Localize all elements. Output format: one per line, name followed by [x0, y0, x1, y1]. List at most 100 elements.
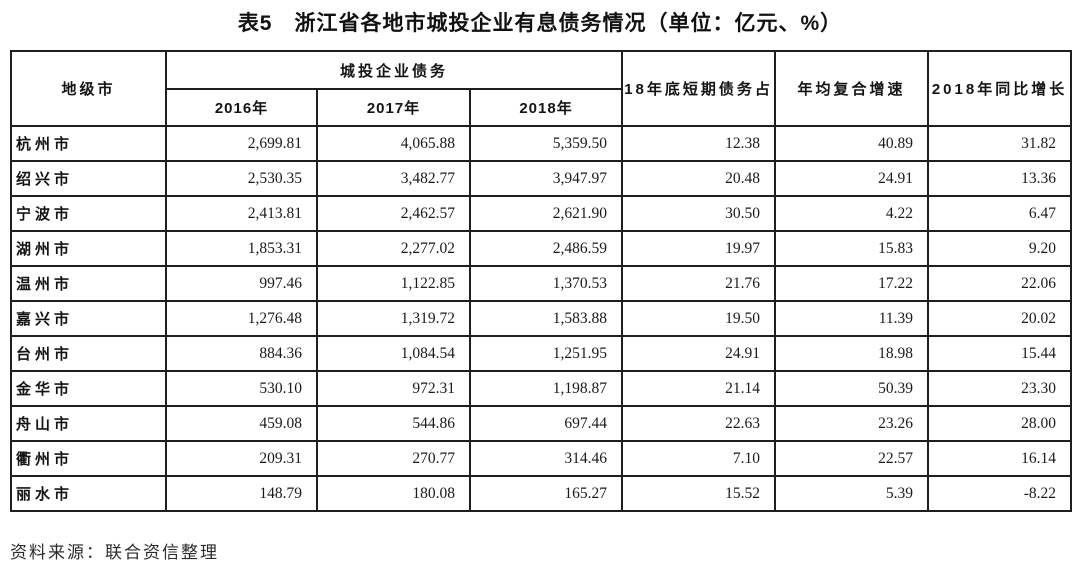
debt-2018-cell: 697.44 [468, 405, 624, 442]
short-term-share-cell: 19.97 [621, 230, 777, 267]
short-term-share-cell: 30.50 [621, 195, 777, 232]
debt-2018-cell: 2,486.59 [468, 230, 624, 267]
city-cell: 绍兴市 [10, 160, 167, 197]
yoy-growth-cell: 9.20 [927, 230, 1073, 267]
table-row: 湖州市 1,853.31 2,277.02 2,486.59 19.97 15.… [10, 230, 1073, 267]
city-cell: 宁波市 [10, 195, 167, 232]
col-header-2018: 2018年 [468, 88, 624, 127]
cagr-cell: 24.91 [774, 160, 930, 197]
debt-2017-cell: 1,122.85 [316, 265, 471, 302]
city-cell: 温州市 [10, 265, 167, 302]
city-cell: 舟山市 [10, 405, 167, 442]
source-note: 资料来源：联合资信整理 [10, 543, 219, 562]
cagr-cell: 15.83 [774, 230, 930, 267]
cagr-cell: 23.26 [774, 405, 930, 442]
short-term-share-cell: 24.91 [621, 335, 777, 372]
yoy-growth-cell: 31.82 [927, 125, 1073, 162]
col-header-cagr: 年均复合增速 [774, 50, 930, 127]
short-term-share-cell: 20.48 [621, 160, 777, 197]
table-title: 表5 浙江省各地市城投企业有息债务情况（单位：亿元、%） [237, 12, 843, 35]
city-cell: 湖州市 [10, 230, 167, 267]
debt-2016-cell: 148.79 [165, 475, 318, 512]
debt-2016-cell: 530.10 [165, 370, 318, 407]
debt-2018-cell: 3,947.97 [468, 160, 624, 197]
col-header-city: 地级市 [10, 50, 167, 127]
yoy-growth-cell: 16.14 [927, 440, 1073, 477]
yoy-growth-cell: 22.06 [927, 265, 1073, 302]
table-row: 温州市 997.46 1,122.85 1,370.53 21.76 17.22… [10, 265, 1073, 302]
short-term-share-cell: 7.10 [621, 440, 777, 477]
cagr-cell: 4.22 [774, 195, 930, 232]
table-row: 金华市 530.10 972.31 1,198.87 21.14 50.39 2… [10, 370, 1073, 407]
col-header-yoy: 2018年同比增长 [927, 50, 1073, 127]
yoy-growth-cell: 28.00 [927, 405, 1073, 442]
city-cell: 嘉兴市 [10, 300, 167, 337]
debt-2018-cell: 1,370.53 [468, 265, 624, 302]
debt-2016-cell: 1,853.31 [165, 230, 318, 267]
city-cell: 杭州市 [10, 125, 167, 162]
short-term-share-cell: 12.38 [621, 125, 777, 162]
debt-2018-cell: 2,621.90 [468, 195, 624, 232]
yoy-growth-cell: -8.22 [927, 475, 1073, 512]
short-term-share-cell: 21.14 [621, 370, 777, 407]
debt-2016-cell: 2,530.35 [165, 160, 318, 197]
table-row: 嘉兴市 1,276.48 1,319.72 1,583.88 19.50 11.… [10, 300, 1073, 337]
table-row: 衢州市 209.31 270.77 314.46 7.10 22.57 16.1… [10, 440, 1073, 477]
table-header: 地级市 城投企业债务 18年底短期债务占 年均复合增速 2018年同比增长 20… [10, 50, 1073, 127]
debt-2016-cell: 997.46 [165, 265, 318, 302]
cagr-cell: 40.89 [774, 125, 930, 162]
col-header-2017: 2017年 [316, 88, 471, 127]
cagr-cell: 11.39 [774, 300, 930, 337]
debt-2018-cell: 1,583.88 [468, 300, 624, 337]
short-term-share-cell: 19.50 [621, 300, 777, 337]
yoy-growth-cell: 15.44 [927, 335, 1073, 372]
cagr-cell: 22.57 [774, 440, 930, 477]
debt-2017-cell: 972.31 [316, 370, 471, 407]
cagr-cell: 18.98 [774, 335, 930, 372]
yoy-growth-cell: 23.30 [927, 370, 1073, 407]
short-term-share-cell: 15.52 [621, 475, 777, 512]
city-cell: 丽水市 [10, 475, 167, 512]
table-row: 绍兴市 2,530.35 3,482.77 3,947.97 20.48 24.… [10, 160, 1073, 197]
table-row: 舟山市 459.08 544.86 697.44 22.63 23.26 28.… [10, 405, 1073, 442]
table-row: 宁波市 2,413.81 2,462.57 2,621.90 30.50 4.2… [10, 195, 1073, 232]
debt-2018-cell: 1,198.87 [468, 370, 624, 407]
city-cell: 台州市 [10, 335, 167, 372]
short-term-share-cell: 21.76 [621, 265, 777, 302]
cagr-cell: 50.39 [774, 370, 930, 407]
debt-2017-cell: 1,319.72 [316, 300, 471, 337]
debt-2017-cell: 4,065.88 [316, 125, 471, 162]
col-header-short-term: 18年底短期债务占 [621, 50, 777, 127]
table-row: 台州市 884.36 1,084.54 1,251.95 24.91 18.98… [10, 335, 1073, 372]
debt-2017-cell: 270.77 [316, 440, 471, 477]
col-header-debt-group: 城投企业债务 [164, 50, 624, 90]
debt-2017-cell: 544.86 [316, 405, 471, 442]
debt-2016-cell: 459.08 [165, 405, 318, 442]
col-header-2016: 2016年 [165, 88, 318, 127]
debt-2018-cell: 1,251.95 [468, 335, 624, 372]
yoy-growth-cell: 6.47 [927, 195, 1073, 232]
debt-2018-cell: 5,359.50 [468, 125, 624, 162]
table-body: 杭州市 2,699.81 4,065.88 5,359.50 12.38 40.… [10, 125, 1073, 512]
city-cell: 衢州市 [10, 440, 167, 477]
debt-2017-cell: 180.08 [316, 475, 471, 512]
debt-2016-cell: 2,699.81 [165, 125, 318, 162]
cagr-cell: 5.39 [774, 475, 930, 512]
debt-2017-cell: 3,482.77 [316, 160, 471, 197]
debt-2018-cell: 314.46 [468, 440, 624, 477]
yoy-growth-cell: 13.36 [927, 160, 1073, 197]
debt-2016-cell: 209.31 [165, 440, 318, 477]
cagr-cell: 17.22 [774, 265, 930, 302]
debt-2017-cell: 1,084.54 [316, 335, 471, 372]
debt-table: 地级市 城投企业债务 18年底短期债务占 年均复合增速 2018年同比增长 20… [10, 50, 1073, 512]
short-term-share-cell: 22.63 [621, 405, 777, 442]
city-cell: 金华市 [10, 370, 167, 407]
debt-2016-cell: 2,413.81 [165, 195, 318, 232]
table-row: 杭州市 2,699.81 4,065.88 5,359.50 12.38 40.… [10, 125, 1073, 162]
yoy-growth-cell: 20.02 [927, 300, 1073, 337]
table-row: 丽水市 148.79 180.08 165.27 15.52 5.39 -8.2… [10, 475, 1073, 512]
debt-2018-cell: 165.27 [468, 475, 624, 512]
debt-2016-cell: 884.36 [165, 335, 318, 372]
debt-2017-cell: 2,462.57 [316, 195, 471, 232]
